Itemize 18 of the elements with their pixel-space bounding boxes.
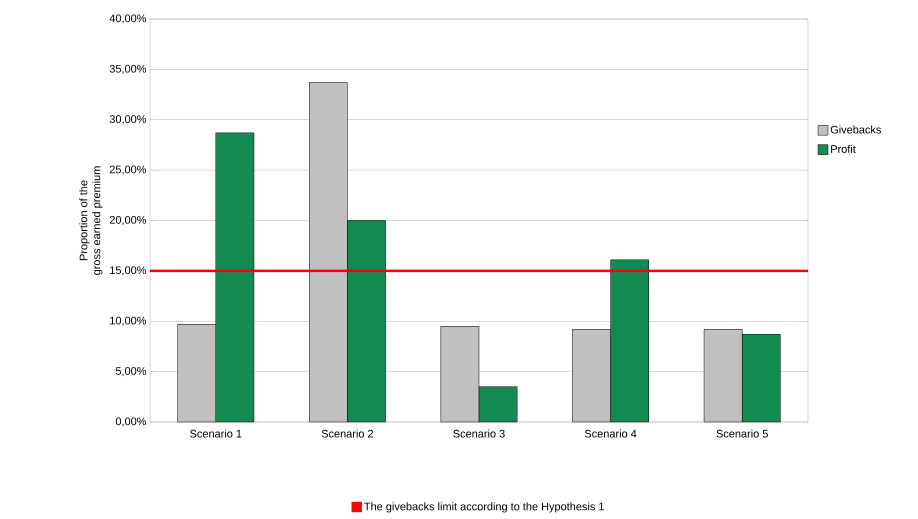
x-tick-label: Scenario 2 (322, 430, 374, 438)
y-tick-label: 0,00% (116, 417, 146, 427)
y-tick-label: 25,00% (110, 166, 146, 175)
y-tick-label: 40,00% (110, 14, 146, 24)
y-tick-label: 15,00% (110, 266, 146, 276)
x-tick-label: Scenario 3 (453, 430, 505, 438)
x-tick-label: Scenario 5 (716, 430, 768, 438)
x-tick-label: Scenario 1 (190, 430, 242, 438)
x-tick-label: Scenario 4 (584, 430, 636, 438)
legend-label: Profit (831, 144, 856, 153)
y-tick-label: 30,00% (110, 115, 146, 124)
legend-label: The givebacks limit according to the Hypothesis 1 (364, 502, 604, 512)
y-axis-title: Proportion of the gross earned premium (79, 166, 102, 275)
y-tick-label: 5,00% (116, 367, 146, 376)
y-tick-label: 10,00% (110, 316, 146, 326)
legend-label: Givebacks (830, 125, 881, 134)
y-tick-label: 35,00% (110, 64, 146, 74)
y-tick-label: 20,00% (110, 216, 146, 226)
